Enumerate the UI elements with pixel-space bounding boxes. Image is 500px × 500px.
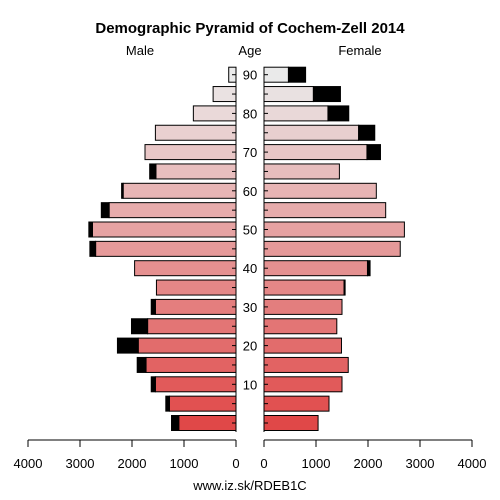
x-tick-label: 1000 — [302, 456, 331, 471]
female-bar-0-4 — [263, 415, 319, 431]
female-bar-25-29 — [263, 318, 338, 335]
age-tick-label: 70 — [243, 145, 257, 160]
female-excess-bar-80-84 — [327, 105, 350, 122]
male-bar-45-49 — [95, 240, 237, 257]
female-label: Female — [338, 43, 381, 58]
male-excess-bar-55-59 — [100, 202, 110, 219]
age-label: Age — [238, 43, 261, 58]
male-bars — [88, 66, 237, 431]
age-tick-label: 40 — [243, 261, 257, 276]
x-tick-label: 0 — [260, 456, 267, 471]
age-tick-label: 80 — [243, 106, 257, 121]
age-tick-label: 90 — [243, 68, 257, 83]
x-tick-group: 4000 3000 2000 1000 0 0 1000 2000 3000 4000 — [14, 440, 487, 471]
female-bar-60-64 — [263, 182, 377, 199]
male-excess-bar-0-4 — [171, 415, 180, 431]
female-bar-80-84 — [263, 105, 329, 122]
chart-title: Demographic Pyramid of Cochem-Zell 2014 — [95, 20, 405, 37]
male-bar-15-19 — [145, 356, 237, 373]
female-excess-bar-40-44 — [366, 260, 371, 277]
male-bar-55-59 — [108, 202, 237, 219]
female-bar-20-24 — [263, 337, 342, 354]
female-excess-bar-85-89 — [312, 86, 341, 103]
male-bar-50-54 — [91, 221, 237, 238]
female-bar-35-39 — [263, 279, 345, 296]
male-bar-35-39 — [155, 279, 237, 296]
age-tick-label: 20 — [243, 339, 257, 354]
male-excess-bar-60-64 — [121, 182, 124, 199]
x-tick-label: 2000 — [118, 456, 147, 471]
x-tick-label: 4000 — [14, 456, 43, 471]
male-bar-60-64 — [122, 182, 237, 199]
age-tick-group: 90 80 70 60 50 40 30 20 10 — [232, 68, 268, 424]
male-excess-bar-10-14 — [150, 376, 156, 393]
male-excess-bar-65-69 — [149, 163, 157, 180]
female-excess-bar-90plus — [287, 66, 307, 83]
male-bar-65-69 — [155, 163, 237, 180]
x-tick-label: 3000 — [66, 456, 95, 471]
source-label: www.iz.sk/RDEB1C — [192, 478, 306, 493]
female-bar-45-49 — [263, 240, 401, 257]
female-excess-bar-75-79 — [358, 124, 376, 141]
male-excess-bar-45-49 — [89, 240, 97, 257]
male-excess-bar-30-34 — [150, 298, 156, 315]
male-bar-80-84 — [192, 105, 237, 122]
age-tick-label: 10 — [243, 377, 257, 392]
female-bar-75-79 — [263, 124, 360, 141]
age-tick-label: 30 — [243, 300, 257, 315]
male-bar-0-4 — [178, 415, 237, 431]
female-bar-85-89 — [263, 86, 314, 103]
x-tick-label: 2000 — [354, 456, 383, 471]
x-tick-label: 4000 — [458, 456, 487, 471]
male-bar-70-74 — [144, 144, 237, 161]
female-bar-50-54 — [263, 221, 405, 238]
male-excess-bar-50-54 — [88, 221, 93, 238]
female-excess-bar-70-74 — [366, 144, 381, 161]
male-bar-20-24 — [137, 337, 237, 354]
female-bar-5-9 — [263, 395, 330, 412]
female-excess-bar-35-39 — [343, 279, 346, 296]
male-bar-10-14 — [154, 376, 237, 393]
female-bar-30-34 — [263, 298, 343, 315]
x-tick-label: 1000 — [170, 456, 199, 471]
female-bar-15-19 — [263, 356, 349, 373]
female-bars — [263, 66, 405, 431]
male-excess-bar-5-9 — [165, 395, 170, 412]
male-bar-75-79 — [154, 124, 237, 141]
male-bar-5-9 — [168, 395, 237, 412]
female-bar-55-59 — [263, 202, 387, 219]
male-excess-bar-20-24 — [116, 337, 139, 354]
male-bar-30-34 — [154, 298, 237, 315]
female-bar-70-74 — [263, 144, 368, 161]
x-tick-label: 0 — [232, 456, 239, 471]
male-label: Male — [126, 43, 154, 58]
age-tick-label: 50 — [243, 223, 257, 238]
female-bar-65-69 — [263, 163, 340, 180]
male-bar-40-44 — [134, 260, 237, 277]
male-bar-25-29 — [147, 318, 237, 335]
male-excess-bar-15-19 — [136, 356, 147, 373]
female-bar-40-44 — [263, 260, 368, 277]
female-bar-10-14 — [263, 376, 343, 393]
age-tick-label: 60 — [243, 184, 257, 199]
male-excess-bar-25-29 — [130, 318, 149, 335]
x-tick-label: 3000 — [406, 456, 435, 471]
